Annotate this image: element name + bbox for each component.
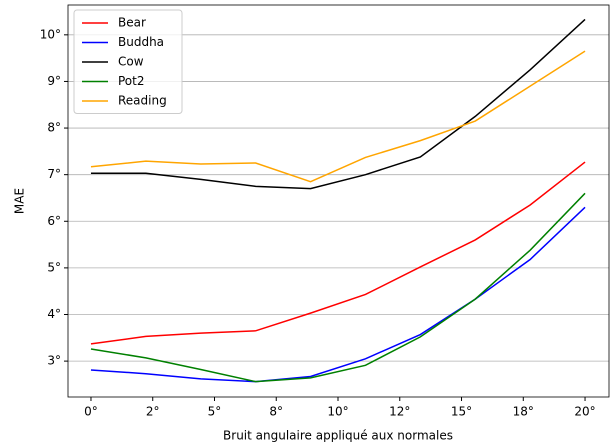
x-tick-label: 5° [208,405,222,419]
x-tick-label: 12° [389,405,410,419]
legend-label: Bear [118,16,146,30]
series-line [90,50,586,183]
legend: Bear Buddha Cow Pot2 Reading [73,9,183,114]
y-tick-label: 7° [47,167,61,181]
legend-box [73,9,183,114]
x-tick-label: 8° [269,405,283,419]
y-axis-label: MAE [13,188,27,214]
series-line [90,192,586,383]
y-tick-label: 6° [47,214,61,228]
x-axis-label: Bruit angulaire appliqué aux normales [223,429,453,443]
y-tick-label: 10° [40,27,61,41]
legend-label: Buddha [118,35,164,49]
y-tick-label: 5° [47,260,61,274]
y-tick-label: 3° [47,354,61,368]
x-tick-label: 10° [327,405,348,419]
x-tick-label: 20° [574,405,595,419]
y-tick-label: 9° [47,74,61,88]
legend-label: Reading [118,94,167,108]
plot-frame [67,4,610,398]
x-tick-label: 0° [84,405,98,419]
series-line [90,206,586,383]
series-line [90,161,586,345]
series-line [90,18,586,190]
y-tick-label: 8° [47,121,61,135]
x-tick-label: 18° [513,405,534,419]
legend-label: Pot2 [118,74,145,88]
y-tick-label: 4° [47,307,61,321]
x-tick-label: 2° [146,405,160,419]
legend-label: Cow [118,55,144,69]
x-tick-label: 15° [451,405,472,419]
